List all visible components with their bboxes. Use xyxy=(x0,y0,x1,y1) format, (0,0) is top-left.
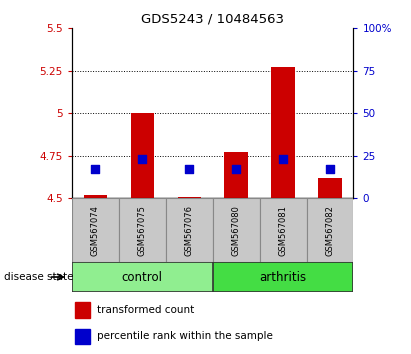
Bar xyxy=(72,262,213,292)
Bar xyxy=(178,196,201,198)
Text: percentile rank within the sample: percentile rank within the sample xyxy=(97,331,273,342)
Bar xyxy=(260,198,307,262)
Text: GSM567081: GSM567081 xyxy=(279,205,288,256)
Text: GSM567076: GSM567076 xyxy=(185,205,194,256)
Text: control: control xyxy=(122,270,163,284)
Bar xyxy=(131,113,154,198)
Text: GSM567080: GSM567080 xyxy=(232,205,241,256)
Bar xyxy=(307,198,353,262)
Bar xyxy=(75,329,90,344)
Bar xyxy=(213,262,353,292)
Text: GSM567075: GSM567075 xyxy=(138,205,147,256)
Text: disease state: disease state xyxy=(4,272,74,282)
Bar xyxy=(166,198,213,262)
Point xyxy=(92,166,99,172)
Bar xyxy=(72,198,119,262)
Point xyxy=(139,156,145,162)
Point xyxy=(327,166,333,172)
Bar xyxy=(318,178,342,198)
Text: transformed count: transformed count xyxy=(97,305,194,315)
Title: GDS5243 / 10484563: GDS5243 / 10484563 xyxy=(141,13,284,26)
Bar xyxy=(224,152,248,198)
Point xyxy=(233,166,240,172)
Bar xyxy=(271,67,295,198)
Text: GSM567074: GSM567074 xyxy=(91,205,100,256)
Bar xyxy=(75,302,90,318)
Bar xyxy=(119,198,166,262)
Point xyxy=(280,156,286,162)
Bar xyxy=(84,195,107,198)
Bar xyxy=(213,198,260,262)
Point xyxy=(186,166,192,172)
Text: GSM567082: GSM567082 xyxy=(326,205,335,256)
Text: arthritis: arthritis xyxy=(259,270,307,284)
